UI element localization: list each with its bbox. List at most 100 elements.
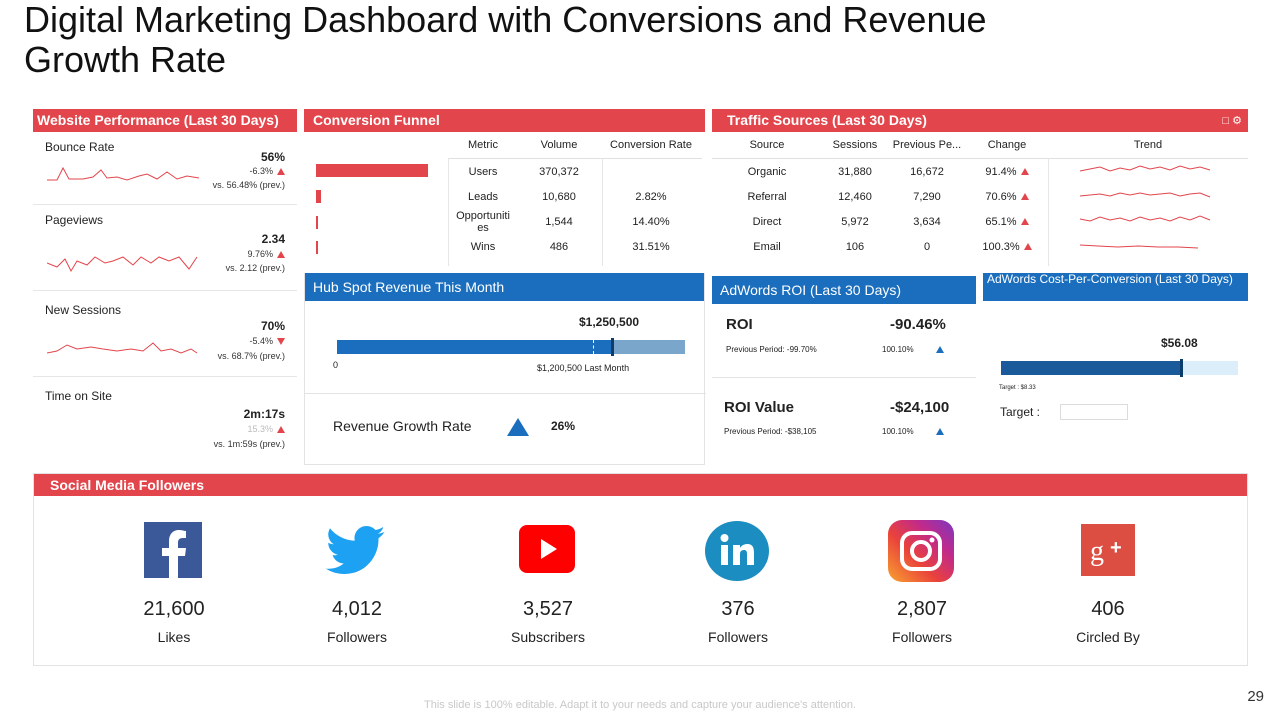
column-header: Volume [518,132,600,159]
cell: 1,544 [545,215,573,228]
divider [1048,158,1049,266]
social-label: Likes [157,629,191,645]
metric-value: 2.34 [261,232,285,246]
metric-change: 15.3% [247,424,285,434]
adwords-roi-panel: AdWords ROI (Last 30 Days) ROI -90.46% P… [712,273,976,465]
conversion-funnel-panel: Conversion Funnel Metric Volume Conversi… [304,109,705,269]
metric-prev: vs. 56.48% (prev.) [212,180,285,190]
metric-prev: vs. 1m:59s (prev.) [213,439,285,449]
social-media-panel: Social Media Followers 21,600 Likes 4,01… [33,473,1248,666]
social-count: 406 [1091,598,1125,620]
cell: Email [753,240,781,253]
cpc-target-input[interactable] [1060,404,1128,420]
funnel-bar [316,190,321,203]
cell: 100.3% [966,234,1048,259]
social-facebook: 21,600 Likes [104,474,244,645]
metric-change: -5.4% [249,336,285,346]
table-row: Direct 5,972 3,634 65.1% [712,209,1248,234]
trend-up-icon [1020,193,1029,201]
sparkline [47,342,198,354]
column-header: Metric [448,132,518,159]
hubspot-header: Hub Spot Revenue This Month [305,273,704,301]
metric-prev: vs. 2.12 (prev.) [225,263,285,273]
divider [712,377,976,378]
cell: 7,290 [913,190,941,203]
roi-value-label: ROI Value [724,399,795,416]
column-header: Sessions [822,132,888,159]
column-header: Change [966,132,1048,159]
trend-cell [1048,209,1248,234]
divider [305,393,706,394]
hubspot-revenue-panel: Hub Spot Revenue This Month $1,250,500 0… [304,273,706,465]
table-row: Wins 486 31.51% [448,234,702,259]
table-row: Opportunities 1,544 14.40% [448,209,702,234]
cpc-progress-track [1001,359,1238,377]
column-header: Conversion Rate [600,132,702,159]
roi-prev: Previous Period: -99.70% [726,345,817,354]
social-count: 376 [721,598,755,620]
divider [448,158,449,266]
cell: Leads [468,190,498,203]
table-header-row: Metric Volume Conversion Rate [448,132,702,159]
metric-change: 9.76% [247,249,285,259]
comment-icon[interactable]: □ [1222,115,1230,127]
table-row: Email 106 0 100.3% [712,234,1248,259]
cell: 0 [923,240,931,253]
column-header: Previous Pe... [888,132,966,159]
divider [602,158,603,266]
social-count: 3,527 [522,598,574,620]
panel-tools: □ ⚙ [1222,114,1242,127]
twitter-icon [325,526,387,576]
cpc-target-small: Target : $8.33 [999,385,1036,391]
roi-pct: 100.10% [882,345,914,354]
website-performance-panel: Website Performance (Last 30 Days) Bounc… [33,109,297,466]
metric-time-on-site: Time on Site 2m:17s 15.3% vs. 1m:59s (pr… [33,377,297,466]
traffic-sources-header: Traffic Sources (Last 30 Days) [712,109,1248,132]
social-header: Social Media Followers [34,474,1247,496]
google-plus-icon: g + [1081,524,1135,576]
trend-up-icon [1023,243,1032,251]
table-header-row: Source Sessions Previous Pe... Change Tr… [712,132,1248,159]
adwords-cpc-panel: AdWords Cost-Per-Conversion (Last 30 Day… [983,273,1248,465]
column-header: Source [712,132,822,159]
cell: 3,634 [913,215,941,228]
cell: Referral [747,190,787,203]
social-label: Followers [708,629,768,645]
funnel-bar [316,164,428,177]
social-twitter: 4,012 Followers [287,474,427,645]
instagram-icon [888,520,954,582]
cell [600,159,702,185]
adwords-cpc-header: AdWords Cost-Per-Conversion (Last 30 Day… [983,273,1248,301]
funnel-bar [316,241,318,254]
social-label: Followers [327,629,387,645]
social-count: 4,012 [331,598,383,620]
metric-label: Time on Site [45,389,112,403]
page-number: 29 [1247,688,1264,705]
metric-value: 2m:17s [243,407,285,421]
metric-new-sessions: New Sessions 70% -5.4% vs. 68.7% (prev.) [33,291,297,377]
trend-cell [1048,159,1248,185]
revenue-value: $1,250,500 [579,315,640,329]
gear-icon[interactable]: ⚙ [1232,115,1242,127]
column-header: Trend [1048,132,1248,159]
cpc-marker [1180,359,1183,377]
cell: 5,972 [841,215,869,228]
social-instagram: 2,807 Followers [852,474,992,645]
trend-up-icon [277,168,285,176]
target-marker [611,338,614,356]
table-row: Leads 10,680 2.82% [448,184,702,209]
trend-sparkline [1079,215,1211,222]
metric-label: Bounce Rate [45,140,115,154]
metric-change: -6.3% [249,166,285,176]
revenue-progress-track [337,338,685,356]
metric-label: Pageviews [45,213,104,227]
trend-sparkline [1079,165,1211,172]
trend-up-icon [277,426,285,434]
cell: 91.4% [966,159,1048,185]
page-title: Digital Marketing Dashboard with Convers… [24,0,987,80]
social-count: 2,807 [896,598,948,620]
revenue-progress-fill [337,340,612,354]
adwords-roi-header: AdWords ROI (Last 30 Days) [712,276,976,304]
cpc-value: $56.08 [1161,336,1198,350]
cell: 12,460 [838,190,872,203]
